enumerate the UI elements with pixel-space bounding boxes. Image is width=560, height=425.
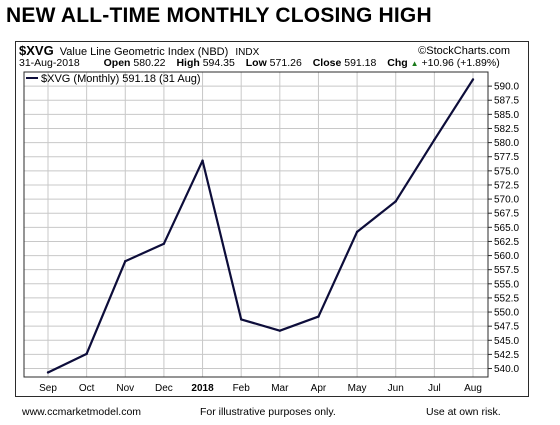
open-label: Open xyxy=(103,57,131,69)
x-tick-label: Apr xyxy=(311,383,327,394)
x-tick-label: Dec xyxy=(155,383,173,394)
close-label: Close xyxy=(312,57,342,69)
open-value: 580.22 xyxy=(133,57,166,69)
data-point xyxy=(433,138,436,141)
y-tick-label: 587.5 xyxy=(494,96,519,107)
data-point xyxy=(355,230,359,234)
data-point xyxy=(162,242,166,245)
y-tick-label: 567.5 xyxy=(494,209,519,220)
x-tick-label: May xyxy=(348,383,367,394)
data-point xyxy=(317,315,320,318)
y-tick-label: 550.0 xyxy=(494,308,519,319)
y-tick-label: 572.5 xyxy=(494,180,519,191)
x-tick-label: Jun xyxy=(388,383,404,394)
footer-risk: Use at own risk. xyxy=(426,406,501,418)
data-point xyxy=(124,260,127,263)
x-tick-label: Nov xyxy=(116,383,134,394)
chg-label: Chg xyxy=(387,57,408,69)
x-tick-label: 2018 xyxy=(191,383,214,394)
plot-area-border xyxy=(23,71,489,378)
y-tick-label: 585.0 xyxy=(494,110,519,121)
y-tick-label: 590.0 xyxy=(494,82,519,93)
line-chart: 540.0 542.5 545.0 547.5 550.0 552.5 555.0 557.5… xyxy=(23,71,519,394)
data-point xyxy=(239,318,243,321)
chg-value: +10.96 (+1.89%) xyxy=(421,57,500,69)
high-label: High xyxy=(176,57,200,69)
y-tick-label: 542.5 xyxy=(494,350,519,361)
data-point xyxy=(278,329,282,332)
data-point xyxy=(471,78,475,81)
legend-label: $XVG (Monthly) 591.18 (31 Aug) xyxy=(41,73,201,85)
x-tick-label: Oct xyxy=(79,383,95,394)
data-point xyxy=(394,200,397,203)
y-axis: 540.0 542.5 545.0 547.5 550.0 552.5 555.0 557.5… xyxy=(488,82,519,375)
legend: $XVG (Monthly) 591.18 (31 Aug) xyxy=(26,73,201,85)
y-tick-label: 575.0 xyxy=(494,166,519,177)
footer-website: www.ccmarketmodel.com xyxy=(22,406,142,418)
x-axis: Sep Oct Nov Dec 2018 Feb Mar Apr May Jun Jul Aug xyxy=(39,383,482,394)
x-tick-label: Aug xyxy=(464,383,482,394)
index-name: Value Line Geometric Index (NBD) xyxy=(59,46,229,58)
series-line xyxy=(47,78,474,374)
y-tick-label: 580.0 xyxy=(494,138,519,149)
up-arrow-icon: ▲ xyxy=(410,59,419,68)
close-value: 591.18 xyxy=(344,57,377,69)
x-tick-label: Mar xyxy=(271,383,289,394)
y-tick-label: 547.5 xyxy=(494,322,519,333)
x-tick-label: Sep xyxy=(39,383,57,394)
data-point xyxy=(46,371,50,374)
x-tick-label: Feb xyxy=(233,383,251,394)
y-tick-label: 565.0 xyxy=(494,223,519,234)
y-tick-label: 540.0 xyxy=(494,364,519,375)
quote-date: 31-Aug-2018 xyxy=(19,57,80,69)
y-tick-label: 557.5 xyxy=(494,265,519,276)
y-tick-label: 582.5 xyxy=(494,124,519,135)
high-value: 594.35 xyxy=(202,57,235,69)
y-tick-label: 570.0 xyxy=(494,195,519,206)
data-point xyxy=(201,159,204,162)
ohlc-bar: 31-Aug-2018 Open 580.22 High 594.35 Low … xyxy=(19,57,500,69)
footer-disclaimer: For illustrative purposes only. xyxy=(200,406,336,418)
chart-panel: $XVG Value Line Geometric Index (NBD) IN… xyxy=(15,41,529,397)
y-tick-label: 577.5 xyxy=(494,152,519,163)
y-tick-label: 552.5 xyxy=(494,293,519,304)
x-tick-label: Jul xyxy=(428,383,441,394)
y-tick-label: 545.0 xyxy=(494,336,519,347)
low-label: Low xyxy=(245,57,267,69)
chart-title: $XVG Value Line Geometric Index (NBD) IN… xyxy=(19,43,259,58)
low-value: 571.26 xyxy=(269,57,302,69)
symbol: $XVG xyxy=(19,43,54,58)
y-tick-label: 555.0 xyxy=(494,279,519,290)
data-point xyxy=(85,352,88,356)
grid xyxy=(24,72,488,377)
y-tick-label: 562.5 xyxy=(494,237,519,248)
exchange-label: INDX xyxy=(235,47,260,58)
series-group xyxy=(46,78,475,374)
brand-label: ©StockCharts.com xyxy=(418,45,510,57)
headline: NEW ALL-TIME MONTHLY CLOSING HIGH xyxy=(6,4,432,27)
y-tick-label: 560.0 xyxy=(494,251,519,262)
